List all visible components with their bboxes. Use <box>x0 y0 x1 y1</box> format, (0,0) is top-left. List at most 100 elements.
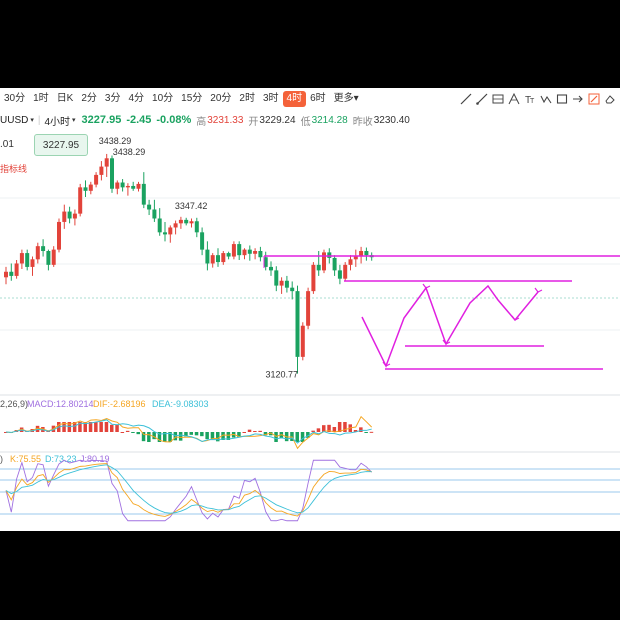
macd-bar-13 <box>72 422 77 432</box>
last-price: 3227.95 <box>81 114 122 126</box>
prev-close-value: 3230.40 <box>373 114 410 126</box>
candle-body-19 <box>104 158 109 167</box>
timeframe-5[interactable]: 4分 <box>128 93 145 104</box>
candle-body-26 <box>141 183 146 205</box>
macd-bar-50 <box>269 432 273 436</box>
candle-body-21 <box>115 182 120 189</box>
price-change: -2.45 <box>126 114 152 126</box>
timeframe-10[interactable]: 3时 <box>262 93 279 104</box>
kdj-d-line <box>5 464 372 514</box>
candle-body-45 <box>242 249 247 256</box>
candle-body-3 <box>19 253 24 264</box>
macd-bar-67 <box>359 427 363 432</box>
timeframe-2[interactable]: 日K <box>56 93 74 104</box>
macd-bar-14 <box>78 422 82 432</box>
timeframe-8[interactable]: 20分 <box>210 93 232 104</box>
candle-body-53 <box>284 280 289 288</box>
wave-tool-icon[interactable] <box>540 93 552 105</box>
candle-body-35 <box>189 221 194 224</box>
macd-bar-57 <box>306 432 310 438</box>
annotation-high-2: 3347.42 <box>175 201 208 211</box>
candle-body-47 <box>253 251 258 254</box>
order-quantity[interactable]: .01 <box>0 139 14 150</box>
timeframe-11[interactable]: 4时 <box>282 91 307 107</box>
macd-bar-38 <box>205 432 209 439</box>
period-label[interactable]: 4小时 <box>44 116 71 128</box>
rectangle-tool-icon[interactable] <box>556 93 568 105</box>
candle-body-68 <box>364 251 369 256</box>
candle-body-37 <box>200 232 205 250</box>
macd-bar-39 <box>210 432 215 439</box>
candle-body-31 <box>168 227 173 235</box>
kdj-j-line <box>5 459 373 522</box>
timeframe-9[interactable]: 2时 <box>239 93 255 104</box>
timeframe-6[interactable]: 10分 <box>152 93 174 104</box>
macd-bar-25 <box>136 432 140 435</box>
macd-params: 2,26,9) <box>0 399 28 409</box>
candle-body-11 <box>62 211 67 222</box>
candle-body-50 <box>269 266 273 271</box>
candle-body-32 <box>173 223 178 228</box>
order-price-box[interactable]: 3227.95 <box>34 134 88 156</box>
candle-body-39 <box>210 255 215 264</box>
wave-arrowhead-2 <box>442 339 451 345</box>
period-dropdown-icon[interactable]: ▾ <box>72 117 76 124</box>
candle-body-1 <box>9 271 14 276</box>
ray-tool-icon[interactable] <box>476 93 488 105</box>
candle-body-66 <box>353 256 358 260</box>
candle-body-54 <box>290 287 295 292</box>
macd-bar-23 <box>125 430 130 432</box>
edit-tool-icon[interactable] <box>588 93 600 105</box>
fib-tool-icon[interactable] <box>508 93 520 105</box>
macd-dif: DIF:-2.68196 <box>93 399 146 409</box>
svg-text:T: T <box>525 95 531 105</box>
macd-bar-0 <box>4 432 8 433</box>
macd-bar-19 <box>104 422 109 432</box>
candle-body-65 <box>348 259 353 265</box>
timeframe-12[interactable]: 6时 <box>310 93 326 104</box>
kdj-d: D:73.23 <box>45 454 77 464</box>
macd-bar-11 <box>62 422 66 432</box>
candle-body-28 <box>152 209 157 219</box>
macd-bar-44 <box>237 432 241 438</box>
text-tool-icon[interactable]: TT <box>524 93 536 105</box>
candle-body-8 <box>46 251 51 265</box>
arrow-tool-icon[interactable] <box>572 93 584 105</box>
timeframe-7[interactable]: 15分 <box>181 93 203 104</box>
candle-body-4 <box>25 253 30 267</box>
line-tool-icon[interactable] <box>460 93 472 105</box>
channel-tool-icon[interactable] <box>492 93 504 105</box>
macd-bar-20 <box>110 424 114 432</box>
timeframe-1[interactable]: 1时 <box>33 93 49 104</box>
macd-bar-29 <box>157 432 162 442</box>
candle-body-25 <box>136 183 141 189</box>
macd-bar-32 <box>173 432 178 441</box>
wave-path <box>361 284 539 368</box>
candle-body-9 <box>51 249 56 265</box>
macd-bar-27 <box>147 432 151 442</box>
candle-body-29 <box>157 218 162 233</box>
eraser-icon[interactable] <box>604 93 616 105</box>
timeframe-3[interactable]: 2分 <box>81 93 97 104</box>
timeframe-0[interactable]: 30分 <box>4 93 26 104</box>
timeframe-13[interactable]: 更多▾ <box>333 93 359 104</box>
macd-bar-33 <box>178 432 183 441</box>
symbol-label[interactable]: UUSD <box>0 114 29 126</box>
macd-bar-60 <box>322 425 326 432</box>
candle-body-41 <box>221 253 226 263</box>
candle-body-14 <box>78 187 83 214</box>
timeframe-4[interactable]: 3分 <box>104 93 121 104</box>
macd-bar-17 <box>94 422 98 432</box>
symbol-dropdown-icon[interactable]: ▾ <box>30 117 34 124</box>
candle-body-56 <box>300 325 305 357</box>
candle-body-62 <box>332 257 337 271</box>
macd-bar-68 <box>364 432 368 433</box>
macd-bar-40 <box>216 432 220 442</box>
candle-body-20 <box>110 158 114 189</box>
macd-bar-46 <box>247 429 252 432</box>
candle-body-17 <box>94 174 99 185</box>
candle-body-49 <box>263 257 268 267</box>
macd-bar-49 <box>263 432 268 436</box>
candle-body-61 <box>327 252 332 258</box>
